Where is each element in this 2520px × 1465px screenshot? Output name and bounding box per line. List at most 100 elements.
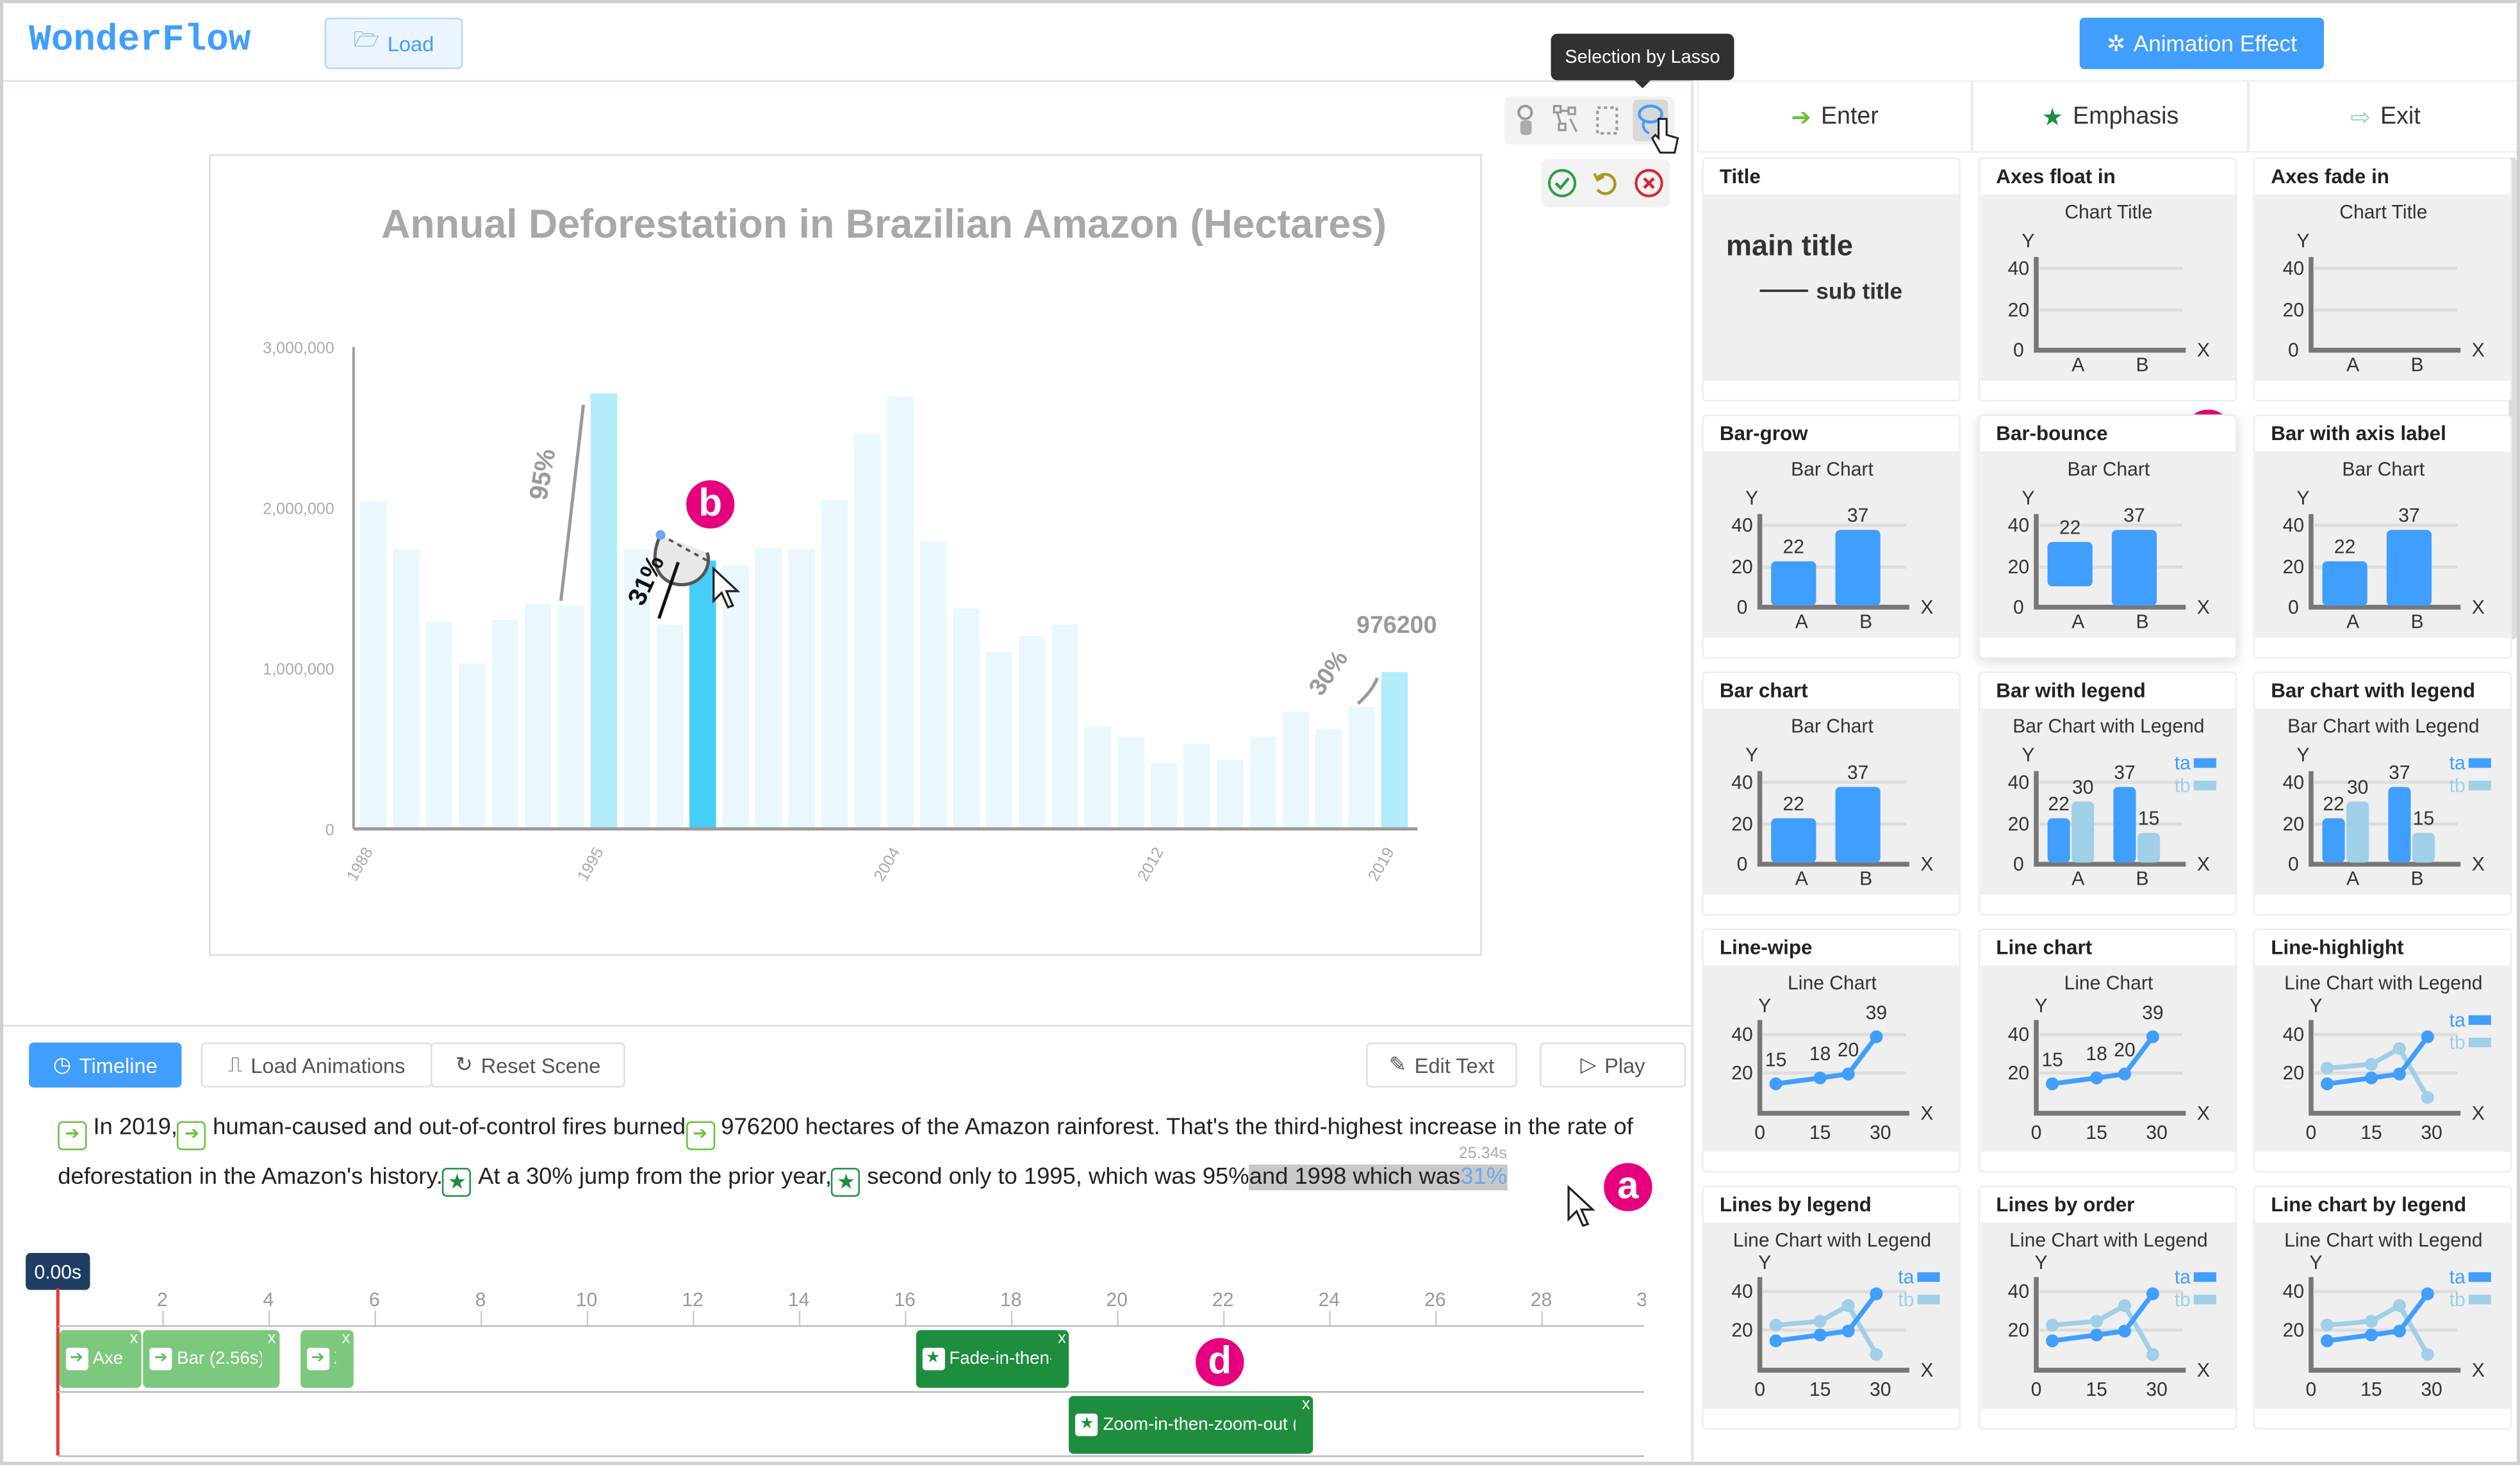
load-button[interactable]: 🗁 Load (324, 17, 463, 69)
edit-text-button[interactable]: ✎ Edit Text (1366, 1042, 1517, 1088)
effect-card-line-wipe[interactable]: Line-wipe Line Chart Y X 20 40 0 15 30 15 18 20 39 (1702, 928, 1961, 1173)
preview-point (1841, 1324, 1855, 1338)
playhead[interactable] (56, 1288, 60, 1455)
animation-block[interactable]: ➔Axesx (58, 1330, 142, 1388)
bar-2001[interactable] (788, 549, 815, 829)
bar-1988[interactable] (359, 501, 387, 829)
effect-card-line-chart-by-legend[interactable]: Line chart by legend Line Chart with Lege… (2253, 1185, 2512, 1430)
tab-enter[interactable]: ➔ Enter (1697, 80, 1973, 153)
bar-2010[interactable] (1085, 726, 1112, 829)
bar-2002[interactable] (821, 499, 848, 829)
effect-card-bar-chart[interactable]: Bar chart Bar Chart Y X 0 20 40 A B 22 37 (1702, 671, 1961, 916)
bar-1998[interactable] (689, 561, 716, 829)
tab-timeline[interactable]: ◷ Timeline (29, 1042, 182, 1088)
preview-line-tb (2326, 1302, 2430, 1356)
effect-card-bar-with-legend[interactable]: Bar with legend Bar Chart with Legend Y X 0 2… (1978, 671, 2237, 916)
bar-1994[interactable] (557, 605, 584, 829)
node-select-icon[interactable] (1551, 102, 1580, 138)
bar-2004[interactable] (887, 397, 914, 829)
bar-2016[interactable] (1282, 711, 1310, 829)
bar-2019[interactable] (1381, 672, 1408, 829)
animation-block[interactable]: ➔ Zox (300, 1330, 354, 1388)
current-time-badge[interactable]: 0.00s (26, 1253, 90, 1290)
effect-card-bar-grow[interactable]: Bar-grow Bar Chart Y X 0 20 40 A B 22 37 (1702, 414, 1961, 659)
enter-icon[interactable]: ➔ (177, 1121, 207, 1150)
bar-1992[interactable] (491, 619, 518, 829)
bar-1991[interactable] (459, 663, 486, 829)
preview-legend-label: tb (2450, 1289, 2466, 1311)
effect-card-lines-by-order[interactable]: Lines by order Line Chart with Legend Y X 20… (1978, 1185, 2237, 1430)
effect-card-line-chart[interactable]: Line chart Line Chart Y X 20 40 0 15 30 15 18 20 39 (1978, 928, 2237, 1173)
bar-2007[interactable] (985, 652, 1013, 829)
tab-exit[interactable]: ⇨ Exit (2248, 80, 2517, 153)
exit-icon: ⇨ (2350, 103, 2371, 131)
emphasis-star-icon[interactable]: ★ (442, 1168, 472, 1197)
bar-1996[interactable] (623, 549, 650, 829)
effect-card-line-highlight[interactable]: Line-highlight Line Chart with Legend Y X 20… (2253, 928, 2512, 1173)
close-icon[interactable]: x (1058, 1330, 1066, 1348)
effect-card-title: Line chart (1996, 936, 2093, 960)
bar-2014[interactable] (1216, 760, 1244, 829)
effect-card-bar-chart-with-legend[interactable]: Bar chart with legend Bar Chart with Lege… (2253, 671, 2512, 916)
hand-cursor-icon (1651, 118, 1679, 154)
preview-legend-swatch (1917, 1272, 1940, 1282)
preview-line-ta (1775, 1292, 1879, 1343)
preview-bar (2386, 530, 2432, 606)
bar-1989[interactable] (393, 549, 420, 829)
effect-card-axes-fade-in[interactable]: Axes fade in Chart Title Y X 0 20 40 A B (2253, 157, 2512, 402)
animation-block[interactable]: ★ Fade-in-then-f x (915, 1330, 1069, 1388)
close-icon[interactable]: x (129, 1330, 138, 1348)
check-circle-icon[interactable] (1547, 167, 1579, 199)
narration-text[interactable]: ➔ In 2019, ➔ human-caused and out-of-contro… (58, 1104, 1649, 1203)
preview-axes (1757, 1277, 1909, 1373)
bar-1990[interactable] (425, 621, 453, 829)
selected-text[interactable]: and 1998 which was (1249, 1165, 1461, 1191)
reset-scene-button[interactable]: ↻ Reset Scene (431, 1042, 625, 1088)
undo-icon[interactable] (1590, 167, 1622, 199)
bar-1993[interactable] (524, 603, 552, 829)
bar-2018[interactable] (1348, 707, 1375, 829)
animation-effect-button[interactable]: ✲ Animation Effect (2079, 17, 2325, 69)
load-animations-button[interactable]: ⎍ Load Animations (201, 1042, 432, 1088)
animation-block[interactable]: ★ Zoom-in-then-zoom-out (4 x (1069, 1396, 1314, 1454)
bar-2006[interactable] (953, 609, 980, 829)
enter-icon[interactable]: ➔ (58, 1121, 87, 1150)
preview-point (2118, 1067, 2132, 1081)
effect-card-lines-by-legend[interactable]: Lines by legend Line Chart with Legend Y X 2… (1702, 1185, 1961, 1430)
preview-y-tick: 20 (2008, 1063, 2029, 1084)
bar-2005[interactable] (920, 541, 947, 829)
bar-1995[interactable] (590, 393, 618, 829)
effect-card-axes-float-in[interactable]: Axes float in Chart Title Y X 0 20 40 A B (1978, 157, 2237, 402)
bar-2017[interactable] (1315, 729, 1342, 829)
close-icon[interactable]: x (342, 1330, 350, 1348)
deforestation-bar-chart[interactable]: Annual Deforestation in Brazilian Amazon… (3, 3, 1691, 1025)
close-icon[interactable]: x (1301, 1396, 1310, 1414)
selected-value[interactable]: 31% (1460, 1165, 1508, 1191)
bar-2011[interactable] (1117, 737, 1144, 829)
play-button[interactable]: ▷ Play (1539, 1042, 1686, 1088)
bar-1997[interactable] (656, 625, 684, 829)
hand-pointer-icon[interactable] (1510, 102, 1539, 138)
effect-card-bar-with-axis-label[interactable]: Bar with axis label Bar Chart Y X 0 20 40 A B 22 3… (2253, 414, 2512, 659)
bar-2008[interactable] (1019, 636, 1046, 829)
rect-select-icon[interactable] (1592, 102, 1621, 138)
cancel-circle-icon[interactable] (1633, 167, 1665, 199)
bar-2000[interactable] (755, 548, 782, 829)
effect-card-title[interactable]: Title main title sub title (1702, 157, 1961, 402)
enter-icon[interactable]: ➔ (686, 1121, 715, 1150)
close-icon[interactable]: x (267, 1330, 276, 1348)
bar-2012[interactable] (1150, 763, 1178, 829)
preview-legend-label: ta (2175, 1267, 2191, 1288)
animation-block[interactable]: ➔ Bar (2.56s) x (143, 1330, 279, 1388)
tab-emphasis[interactable]: ★ Emphasis (1972, 80, 2248, 153)
bar-1999[interactable] (722, 565, 749, 829)
effect-card-bar-bounce[interactable]: Bar-bounce Bar Chart Y X 0 20 40 A B 22 37 (1978, 414, 2237, 659)
preview-x-tick: 0 (1754, 1379, 1765, 1400)
emphasis-star-icon[interactable]: ★ (832, 1168, 861, 1197)
bar-2013[interactable] (1183, 744, 1210, 829)
bar-2015[interactable] (1249, 737, 1276, 829)
bar-2009[interactable] (1051, 625, 1079, 829)
time-tick-label: 22 (1212, 1288, 1234, 1311)
bar-2003[interactable] (854, 434, 881, 829)
